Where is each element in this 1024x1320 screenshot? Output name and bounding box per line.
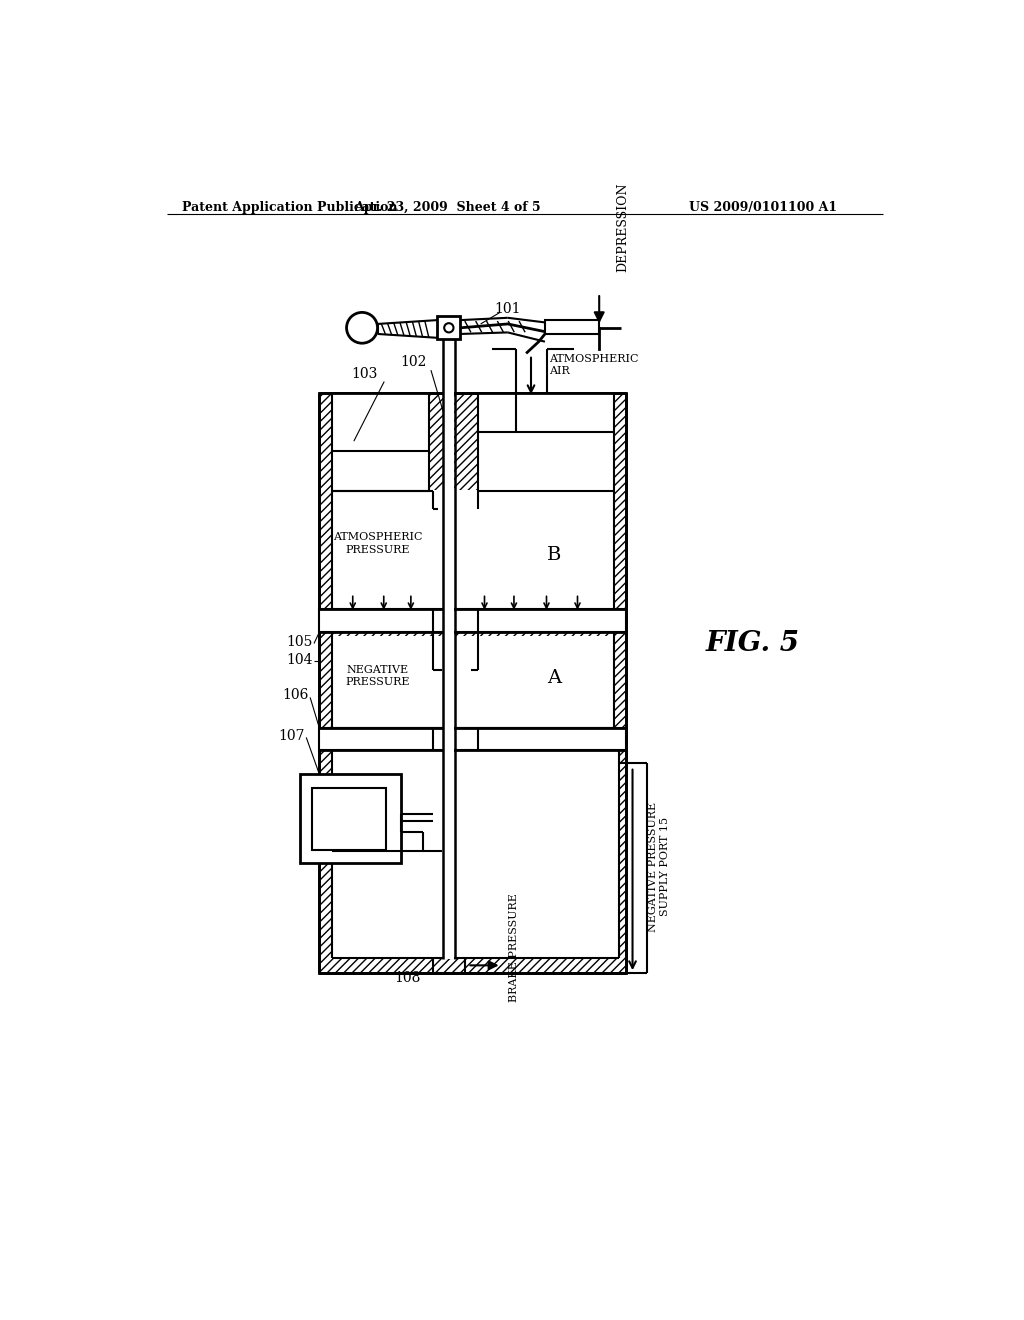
Text: 104: 104 — [286, 653, 312, 668]
Bar — [545, 321, 599, 334]
Text: DEPRESSION: DEPRESSION — [616, 183, 629, 272]
Bar — [479, 432, 613, 491]
Text: 103: 103 — [351, 367, 378, 381]
Bar — [319, 609, 627, 632]
Bar — [319, 393, 627, 973]
Bar — [444, 323, 455, 960]
Bar — [319, 729, 627, 750]
Bar — [333, 451, 428, 491]
Bar — [333, 393, 428, 451]
Text: 101: 101 — [495, 301, 521, 315]
Bar — [479, 393, 613, 432]
Bar — [437, 317, 461, 339]
Text: 107: 107 — [279, 729, 305, 743]
Bar — [312, 788, 386, 850]
Text: FIG. 5: FIG. 5 — [706, 630, 800, 657]
Text: B: B — [547, 546, 561, 564]
Text: US 2009/0101100 A1: US 2009/0101100 A1 — [689, 201, 838, 214]
Text: 108: 108 — [394, 972, 420, 986]
Text: 105: 105 — [286, 635, 312, 649]
Text: NEGATIVE
PRESSURE: NEGATIVE PRESSURE — [345, 665, 410, 686]
Text: ATMOSPHERIC
AIR: ATMOSPHERIC AIR — [549, 354, 638, 376]
Bar — [300, 775, 400, 863]
Text: NEGATIVE PRESSURE
SUPPLY PORT 15: NEGATIVE PRESSURE SUPPLY PORT 15 — [647, 801, 670, 932]
Text: 106: 106 — [283, 688, 308, 702]
Text: ATMOSPHERIC
PRESSURE: ATMOSPHERIC PRESSURE — [333, 532, 422, 554]
Bar — [332, 636, 614, 729]
Text: Apr. 23, 2009  Sheet 4 of 5: Apr. 23, 2009 Sheet 4 of 5 — [354, 201, 541, 214]
Text: BRAKE PRESSURE: BRAKE PRESSURE — [509, 894, 519, 1002]
Text: 102: 102 — [400, 355, 426, 370]
Bar — [332, 490, 614, 612]
Bar — [332, 750, 618, 958]
Text: A: A — [547, 669, 561, 688]
Text: Patent Application Publication: Patent Application Publication — [182, 201, 397, 214]
